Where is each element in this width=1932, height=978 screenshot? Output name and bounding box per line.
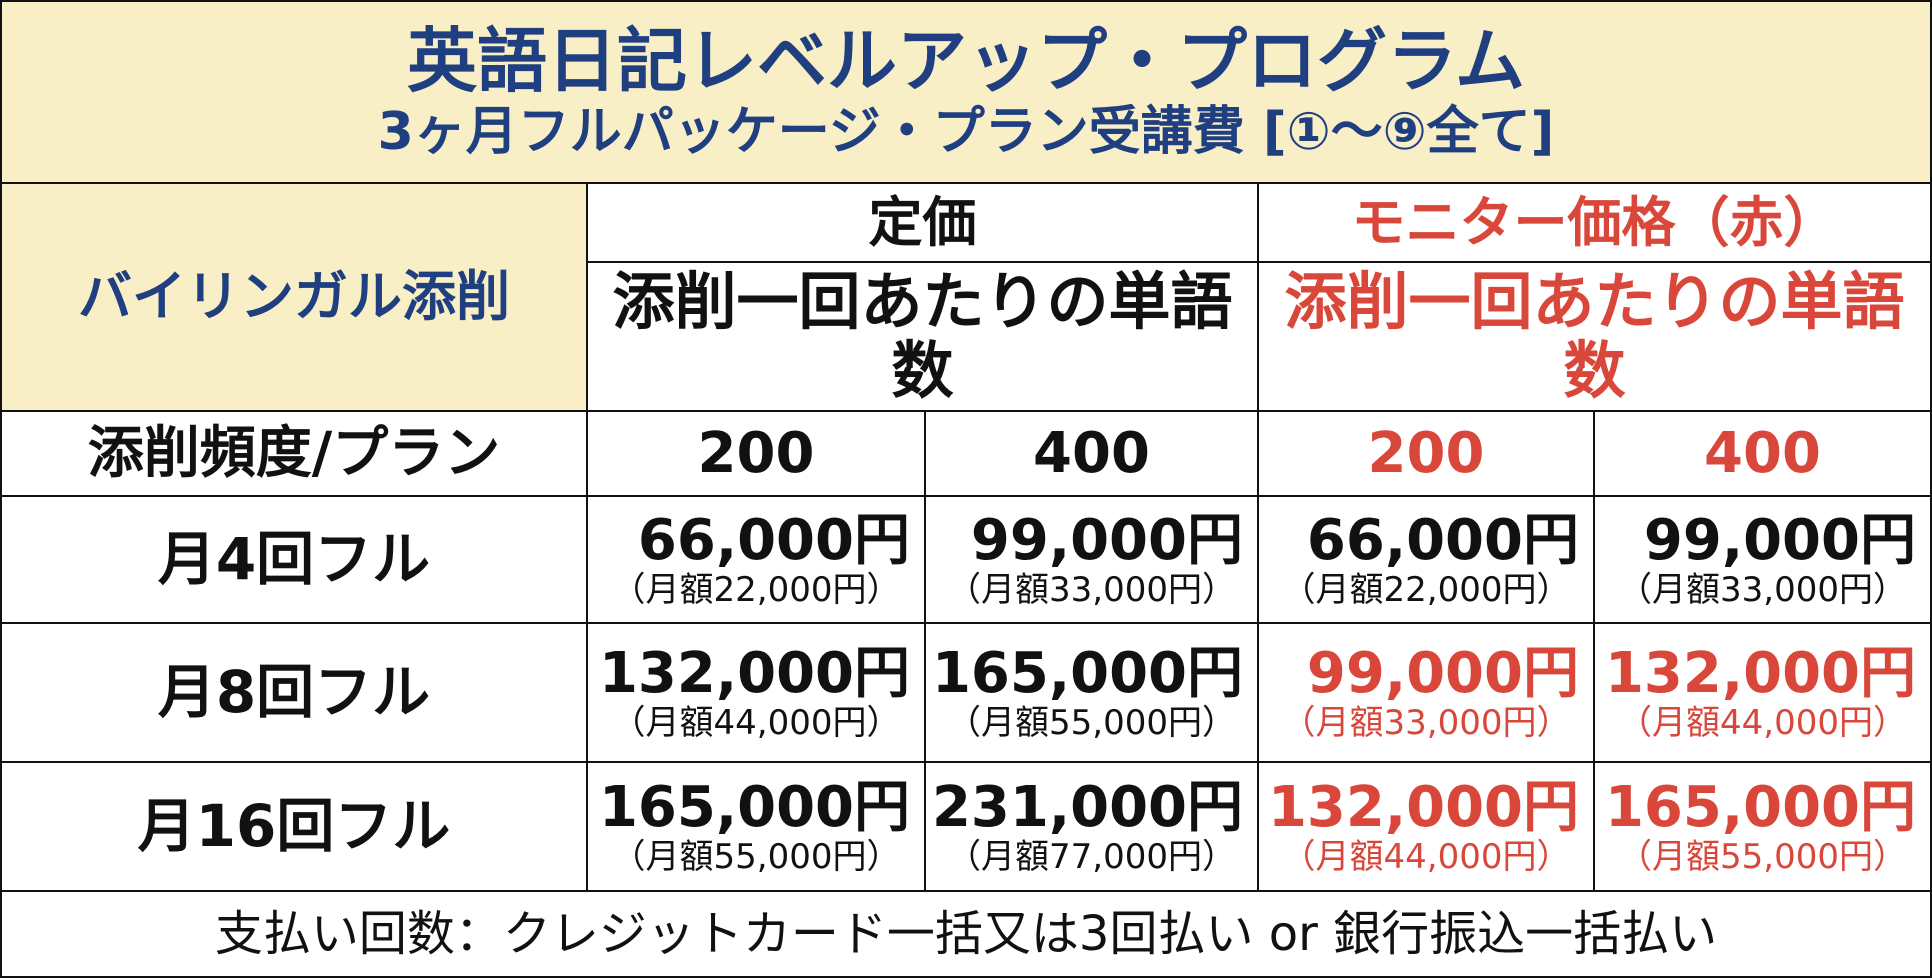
column-header: 400 (1033, 420, 1150, 486)
price: 99,000円 (1643, 508, 1916, 573)
monthly-price: （月額22,000円） (611, 569, 901, 610)
monthly-price: （月額22,000円） (1281, 569, 1571, 610)
price: 66,000円 (1306, 508, 1579, 573)
price-cell: 165,000円 （月額55,000円） (1593, 761, 1932, 892)
row-header: 添削頻度/プラン (87, 420, 501, 486)
column-header-cell: 200 (1257, 410, 1595, 497)
price-cell: 132,000円 （月額44,000円） (1593, 622, 1932, 763)
group-header: モニター価格（赤） (1257, 182, 1932, 263)
group-subheader: 添削一回あたりの単語数 (1257, 261, 1932, 412)
group-subheader: 添削一回あたりの単語数 (586, 261, 1259, 412)
price: 132,000円 (1604, 641, 1916, 706)
monthly-price: （月額33,000円） (1281, 702, 1571, 743)
monthly-price: （月額33,000円） (947, 569, 1236, 610)
monthly-price: （月額33,000円） (1618, 569, 1907, 610)
price-cell: 132,000円 （月額44,000円） (1257, 761, 1595, 892)
column-header: 200 (1367, 420, 1485, 486)
corner-cell: バイリンガル添削 (0, 182, 588, 412)
price: 132,000円 (1267, 775, 1579, 840)
price-cell: 132,000円 （月額44,000円） (586, 622, 926, 763)
price-cell: 66,000円 （月額22,000円） (1257, 495, 1595, 624)
price: 132,000円 (598, 641, 910, 706)
monthly-price: （月額77,000円） (947, 836, 1236, 877)
group-sublabel: 添削一回あたりの単語数 (612, 265, 1233, 407)
price: 66,000円 (637, 508, 910, 573)
price: 231,000円 (931, 775, 1243, 840)
corner-label: バイリンガル添削 (78, 265, 510, 329)
row-label: 月4回フル (157, 524, 431, 593)
title: 英語日記レベルアップ・プログラム (407, 19, 1525, 102)
column-header-cell: 400 (1593, 410, 1932, 497)
price-cell: 99,000円 （月額33,000円） (1257, 622, 1595, 763)
monthly-price: （月額55,000円） (611, 836, 901, 877)
group-header: 定価 (586, 182, 1259, 263)
footer: 支払い回数：クレジットカード一括又は3回払い or 銀行振込一括払い (214, 905, 1718, 962)
monthly-price: （月額55,000円） (947, 702, 1236, 743)
subtitle: 3ヶ月フルパッケージ・プラン受講費 [①～⑨全て] (377, 101, 1555, 162)
column-header: 400 (1704, 420, 1821, 486)
price-cell: 66,000円 （月額22,000円） (586, 495, 926, 624)
column-header-cell: 400 (924, 410, 1259, 497)
price: 99,000円 (970, 508, 1243, 573)
monthly-price: （月額55,000円） (1618, 836, 1907, 877)
price: 99,000円 (1306, 641, 1579, 706)
monthly-price: （月額44,000円） (1618, 702, 1907, 743)
row-label-cell: 月4回フル (0, 495, 588, 624)
price-cell: 165,000円 （月額55,000円） (586, 761, 926, 892)
row-label-cell: 月8回フル (0, 622, 588, 763)
price-cell: 99,000円 （月額33,000円） (924, 495, 1259, 624)
row-label: 月8回フル (157, 657, 431, 726)
column-header-cell: 200 (586, 410, 926, 497)
group-label: モニター価格（赤） (1351, 190, 1838, 254)
column-header: 200 (697, 420, 815, 486)
monthly-price: （月額44,000円） (611, 702, 901, 743)
price: 165,000円 (1604, 775, 1916, 840)
row-label: 月16回フル (137, 791, 451, 860)
price-cell: 165,000円 （月額55,000円） (924, 622, 1259, 763)
monthly-price: （月額44,000円） (1281, 836, 1571, 877)
row-label-cell: 月16回フル (0, 761, 588, 892)
price: 165,000円 (598, 775, 910, 840)
price-cell: 99,000円 （月額33,000円） (1593, 495, 1932, 624)
title-band: 英語日記レベルアップ・プログラム 3ヶ月フルパッケージ・プラン受講費 [①～⑨全て… (0, 0, 1932, 184)
group-label: 定価 (868, 190, 977, 254)
price: 165,000円 (931, 641, 1243, 706)
price-cell: 231,000円 （月額77,000円） (924, 761, 1259, 892)
row-header-cell: 添削頻度/プラン (0, 410, 588, 497)
footer-cell: 支払い回数：クレジットカード一括又は3回払い or 銀行振込一括払い (0, 890, 1932, 978)
group-sublabel: 添削一回あたりの単語数 (1284, 265, 1905, 407)
